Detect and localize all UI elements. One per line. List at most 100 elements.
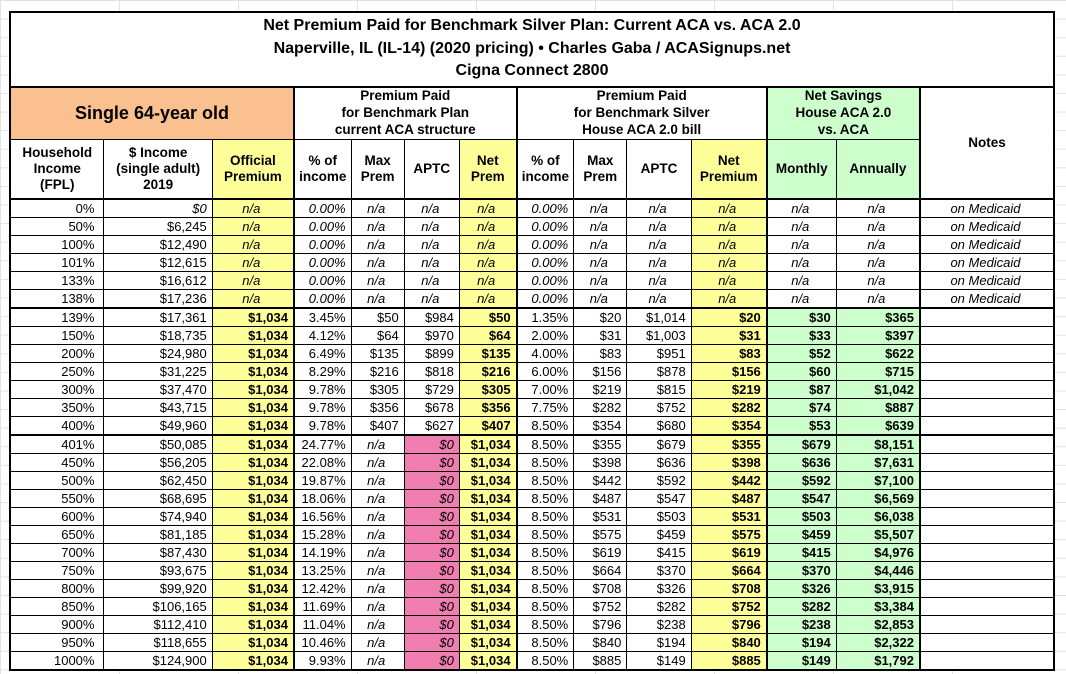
- cell-h_pct[interactable]: 2.00%: [515, 325, 575, 345]
- cell-h_net[interactable]: $282: [690, 397, 768, 417]
- cell-note[interactable]: [918, 596, 1055, 616]
- cell-aca_aptc[interactable]: $0: [403, 470, 460, 490]
- cell-h_max[interactable]: $840: [573, 632, 628, 652]
- cell-h_aptc[interactable]: $680: [626, 415, 692, 436]
- cell-h_max[interactable]: $398: [573, 452, 628, 472]
- cell-h_net[interactable]: $487: [690, 488, 768, 508]
- cell-h_pct[interactable]: 8.50%: [515, 578, 575, 598]
- cell-aca_pct[interactable]: 9.93%: [292, 650, 352, 671]
- cell-sav_m[interactable]: $74: [765, 397, 837, 417]
- cell-sav_m[interactable]: $326: [765, 578, 837, 598]
- cell-note[interactable]: [918, 433, 1055, 454]
- cell-h_net[interactable]: $354: [690, 415, 768, 436]
- cell-official[interactable]: $1,034: [211, 415, 295, 436]
- cell-aca_net[interactable]: $356: [458, 397, 518, 417]
- cell-h_pct[interactable]: 8.50%: [515, 632, 575, 652]
- cell-note[interactable]: [918, 325, 1055, 345]
- cell-income[interactable]: $81,185: [103, 524, 213, 544]
- cell-official[interactable]: $1,034: [211, 542, 295, 562]
- cell-sav_y[interactable]: $7,631: [835, 452, 921, 472]
- cell-sav_y[interactable]: $3,384: [835, 596, 921, 616]
- cell-sav_m[interactable]: n/a: [765, 270, 837, 290]
- cell-income[interactable]: $93,675: [103, 560, 213, 580]
- cell-aca_aptc[interactable]: $0: [403, 488, 460, 508]
- cell-sav_y[interactable]: $8,151: [835, 433, 921, 454]
- cell-aca_net[interactable]: $1,034: [458, 632, 518, 652]
- cell-h_max[interactable]: $619: [573, 542, 628, 562]
- cell-aca_net[interactable]: $135: [458, 343, 518, 363]
- cell-aca_aptc[interactable]: $899: [403, 343, 460, 363]
- cell-sav_y[interactable]: n/a: [835, 288, 921, 309]
- cell-aca_aptc[interactable]: $0: [403, 650, 460, 671]
- cell-h_aptc[interactable]: $752: [626, 397, 692, 417]
- cell-aca_max[interactable]: n/a: [350, 270, 405, 290]
- cell-h_max[interactable]: n/a: [573, 270, 628, 290]
- cell-official[interactable]: $1,034: [211, 506, 295, 526]
- cell-income[interactable]: $62,450: [103, 470, 213, 490]
- cell-income[interactable]: $87,430: [103, 542, 213, 562]
- cell-aca_pct[interactable]: 15.28%: [292, 524, 352, 544]
- cell-h_net[interactable]: $31: [690, 325, 768, 345]
- cell-aca_net[interactable]: n/a: [458, 234, 518, 254]
- cell-note[interactable]: on Medicaid: [918, 288, 1055, 309]
- cell-note[interactable]: [918, 650, 1055, 671]
- cell-income[interactable]: $24,980: [103, 343, 213, 363]
- cell-income[interactable]: $37,470: [103, 379, 213, 399]
- cell-aca_aptc[interactable]: n/a: [403, 198, 460, 218]
- cell-aca_net[interactable]: n/a: [458, 270, 518, 290]
- cell-sav_m[interactable]: $503: [765, 506, 837, 526]
- cell-aca_max[interactable]: n/a: [350, 252, 405, 272]
- cell-note[interactable]: on Medicaid: [918, 252, 1055, 272]
- cell-h_pct[interactable]: 0.00%: [515, 216, 575, 236]
- cell-income[interactable]: $124,900: [103, 650, 213, 671]
- cell-official[interactable]: $1,034: [211, 433, 295, 454]
- cell-official[interactable]: $1,034: [211, 596, 295, 616]
- cell-sav_y[interactable]: $7,100: [835, 470, 921, 490]
- cell-h_max[interactable]: $531: [573, 506, 628, 526]
- cell-income[interactable]: $0: [103, 198, 213, 218]
- cell-sav_y[interactable]: $715: [835, 361, 921, 381]
- cell-h_max[interactable]: $885: [573, 650, 628, 671]
- cell-aca_aptc[interactable]: n/a: [403, 252, 460, 272]
- cell-h_net[interactable]: n/a: [690, 288, 768, 309]
- cell-fpl[interactable]: 650%: [9, 524, 105, 544]
- cell-h_max[interactable]: n/a: [573, 198, 628, 218]
- cell-sav_y[interactable]: $6,038: [835, 506, 921, 526]
- cell-sav_m[interactable]: $53: [765, 415, 837, 436]
- cell-h_net[interactable]: $531: [690, 506, 768, 526]
- cell-note[interactable]: [918, 488, 1055, 508]
- cell-official[interactable]: $1,034: [211, 452, 295, 472]
- cell-sav_y[interactable]: $6,569: [835, 488, 921, 508]
- cell-fpl[interactable]: 250%: [9, 361, 105, 381]
- cell-income[interactable]: $18,735: [103, 325, 213, 345]
- cell-aca_max[interactable]: n/a: [350, 216, 405, 236]
- cell-aca_pct[interactable]: 0.00%: [292, 252, 352, 272]
- cell-sav_m[interactable]: $238: [765, 614, 837, 634]
- cell-aca_pct[interactable]: 6.49%: [292, 343, 352, 363]
- cell-fpl[interactable]: 350%: [9, 397, 105, 417]
- cell-sav_m[interactable]: $87: [765, 379, 837, 399]
- cell-official[interactable]: n/a: [211, 216, 295, 236]
- cell-sav_y[interactable]: $5,507: [835, 524, 921, 544]
- cell-income[interactable]: $6,245: [103, 216, 213, 236]
- cell-aca_net[interactable]: $1,034: [458, 560, 518, 580]
- cell-official[interactable]: $1,034: [211, 343, 295, 363]
- cell-aca_net[interactable]: $1,034: [458, 506, 518, 526]
- cell-aca_max[interactable]: n/a: [350, 198, 405, 218]
- cell-aca_pct[interactable]: 8.29%: [292, 361, 352, 381]
- cell-aca_max[interactable]: n/a: [350, 488, 405, 508]
- cell-h_max[interactable]: $20: [573, 306, 628, 327]
- cell-aca_pct[interactable]: 19.87%: [292, 470, 352, 490]
- cell-aca_aptc[interactable]: $0: [403, 578, 460, 598]
- cell-h_max[interactable]: $355: [573, 433, 628, 454]
- cell-h_pct[interactable]: 8.50%: [515, 650, 575, 671]
- cell-h_aptc[interactable]: $459: [626, 524, 692, 544]
- cell-sav_m[interactable]: n/a: [765, 234, 837, 254]
- cell-h_net[interactable]: n/a: [690, 216, 768, 236]
- cell-note[interactable]: [918, 542, 1055, 562]
- cell-h_net[interactable]: $796: [690, 614, 768, 634]
- cell-aca_net[interactable]: n/a: [458, 288, 518, 309]
- cell-sav_m[interactable]: $149: [765, 650, 837, 671]
- cell-h_net[interactable]: $355: [690, 433, 768, 454]
- cell-fpl[interactable]: 100%: [9, 234, 105, 254]
